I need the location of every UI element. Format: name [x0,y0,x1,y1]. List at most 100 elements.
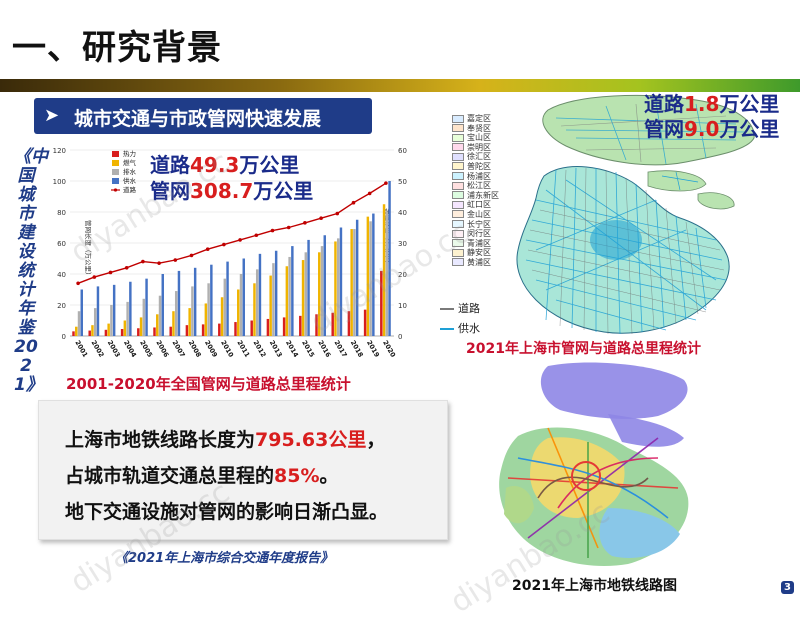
x-tick-label: 2013 [268,339,284,359]
x-tick-label: 2012 [252,339,268,359]
bar [253,283,256,336]
x-tick-label: 2009 [203,339,219,359]
road-point [238,238,242,242]
district-label: 浦东新区 [467,190,499,200]
district-swatch [452,152,464,161]
national-callout: 道路49.3万公里 管网308.7万公里 [150,152,313,204]
bar [207,283,210,336]
legend-swatch [112,178,119,184]
national-chart-caption: 2001-2020年全国管网与道路总里程统计 [66,375,351,393]
metro-line-1: 上海市地铁线路长度为795.63公里， [65,429,386,451]
bar [145,278,148,336]
district-label: 虹口区 [467,200,491,210]
bar [388,181,391,336]
district-label: 闵行区 [467,229,491,239]
metro-map-caption: 2021年上海市地铁线路图 [512,578,677,594]
district-swatch [452,220,464,229]
y2-tick-label: 20 [398,271,407,279]
x-tick-label: 2004 [122,339,138,359]
bar [80,289,83,336]
district-swatch [452,172,464,181]
x-tick-label: 2003 [106,339,122,359]
metro-line-2: 占城市轨道交通总里程的85%。 [65,465,339,487]
bar [266,318,270,336]
y-tick-label: 20 [57,302,66,310]
bar [161,274,164,336]
map-legend: 道路 供水 [440,300,480,336]
x-tick-label: 2018 [349,339,365,359]
bar [220,297,224,336]
y2-tick-label: 50 [398,178,407,186]
y2-tick-label: 10 [398,302,407,310]
bar [318,252,321,336]
y2-tick-label: 30 [398,240,407,248]
district-item: 闵行区 [452,229,499,239]
x-tick-label: 2005 [138,339,154,359]
bar [185,325,189,336]
y-tick-label: 60 [57,240,66,248]
road-point [189,253,194,258]
bar [174,291,178,336]
bar [336,238,340,336]
subtitle-banner: ➤ 城市交通与市政管网快速发展 [34,98,372,134]
district-swatch [452,133,464,142]
bar [156,314,159,336]
legend-swatch [112,169,119,175]
sh-pipe-label: 管网 [644,117,684,141]
page-title: 一、研究背景 [12,28,222,68]
district-label: 松江区 [467,181,491,191]
district-swatch [452,162,464,171]
x-tick-label: 2020 [381,339,397,359]
metro-share-value: 85% [274,465,320,487]
bar [191,286,194,336]
bar [204,303,208,336]
left-source: 《中国城市建设统计年鉴2021》 [14,147,48,395]
district-item: 普陀区 [452,162,499,172]
bar [304,252,308,336]
bar [291,246,294,336]
bar [282,317,286,336]
road-point [92,275,97,279]
bar [380,270,383,336]
road-line [77,182,387,284]
bar [355,219,359,336]
road-point [222,242,226,247]
bar [353,229,356,336]
pipe-label: 管网 [150,179,190,203]
road-point [124,266,129,270]
bar [75,326,78,336]
y-axis-label: 管网长度（万公里） [84,220,93,279]
bar [72,331,75,336]
road-point [254,233,259,238]
district-swatch [452,114,464,123]
district-item: 金山区 [452,210,499,220]
district-legend: 嘉定区 奉贤区 宝山区 崇明区 徐汇区 普陀区 杨浦区 松江区 浦东新区 虹口区 金山区 长宁区 闵行区… [452,114,499,268]
district-item: 黄浦区 [452,258,499,268]
road-point [141,259,145,264]
bar [123,320,127,336]
district-item: 虹口区 [452,200,499,210]
sh-pipe-unit: 万公里 [719,117,780,141]
bar [158,295,162,336]
bar [366,216,370,336]
bar [347,311,351,336]
subtitle-text: 城市交通与市政管网快速发展 [74,108,322,130]
district-label: 黄浦区 [467,257,491,267]
x-tick-label: 2006 [154,339,170,359]
bar [288,256,291,336]
district-item: 浦东新区 [452,191,499,201]
bar [315,314,318,336]
shanghai-network-map [516,94,755,335]
district-swatch [452,191,464,200]
road-point [351,200,356,205]
bar [96,286,100,336]
district-item: 松江区 [452,181,499,191]
x-tick-label: 2002 [90,339,106,359]
chongming-island [542,94,755,166]
bar [274,250,278,336]
national-road-line: 道路49.3万公里 [150,152,313,178]
x-tick-label: 2008 [187,339,203,359]
district-label: 静安区 [467,248,491,258]
bar [369,221,372,336]
bar [269,275,272,336]
